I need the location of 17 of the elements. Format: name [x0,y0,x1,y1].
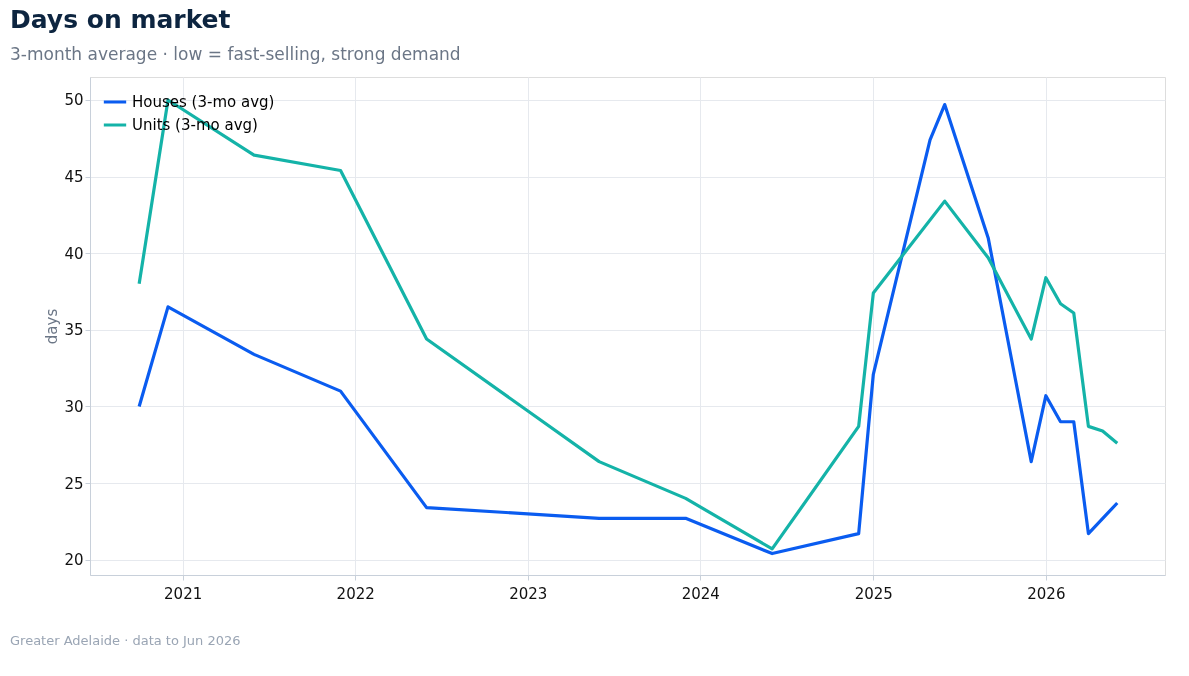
y-tick-label: 20 [64,551,84,570]
x-tick-label: 2023 [509,584,548,603]
x-tick-label: 2021 [164,584,203,603]
y-tick-label: 30 [64,397,84,416]
y-tick-label: 45 [64,168,84,187]
chart-title: Days on market [10,5,231,34]
y-tick-label: 40 [64,244,84,263]
y-tick-label: 35 [64,321,84,340]
text: Greater Adelaide · data to Jun 2026 [10,633,241,648]
x-tick-label: 2026 [1027,584,1066,603]
x-tick-label: 2024 [681,584,720,603]
y-axis-title: days [43,308,62,345]
x-tick-label: 2022 [336,584,375,603]
y-tick-label: 50 [64,91,84,110]
x-tick-label: 2025 [854,584,893,603]
y-tick-label: 25 [64,474,84,493]
chart-subtitle: 3-month average · low = fast-selling, strong demand [10,44,461,64]
